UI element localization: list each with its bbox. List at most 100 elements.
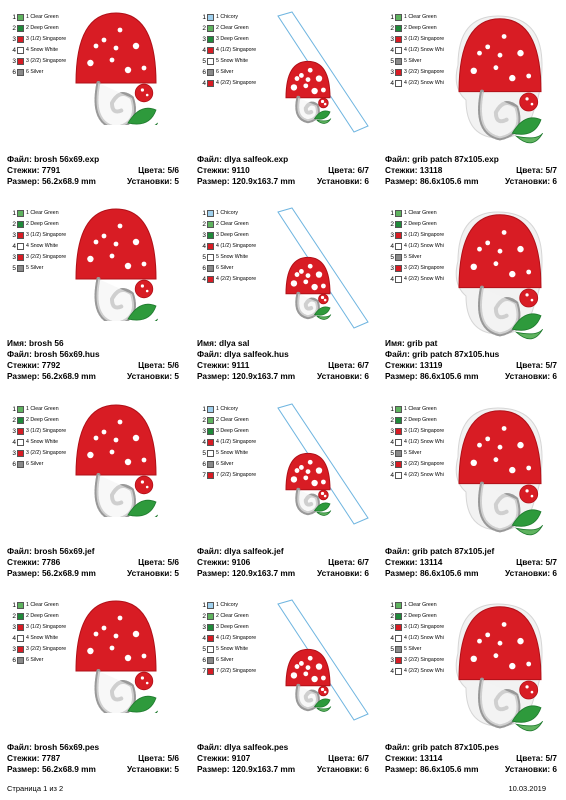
- file-name-label: Файл: grib patch 87x105.pes: [385, 742, 499, 752]
- design-size-label: Размер: 86.6x105.6 mm: [385, 371, 479, 381]
- legend-number: 5: [390, 254, 394, 261]
- color-swatch: [395, 69, 402, 76]
- legend-item: 2 2 Deep Green: [388, 23, 478, 34]
- legend-item: 2 2 Deep Green: [10, 611, 100, 622]
- stitch-count-label: Стежки: 13118: [385, 165, 443, 175]
- legend-label: 2 Deep Green: [26, 221, 59, 227]
- embroidery-design-preview: [455, 407, 543, 536]
- color-swatch: [207, 232, 214, 239]
- color-swatch: [17, 221, 24, 228]
- legend-number: 1: [390, 210, 394, 217]
- stitch-count-label: Стежки: 7786: [7, 557, 61, 567]
- stitch-count-right: Цвета: 6/7: [328, 753, 369, 763]
- legend-number: 5: [202, 450, 206, 457]
- color-swatch: [207, 613, 214, 620]
- design-size-right: Установки: 6: [504, 176, 557, 186]
- legend-number: 3: [390, 428, 394, 435]
- color-swatch: [17, 461, 24, 468]
- legend-label: 2 Deep Green: [26, 25, 59, 31]
- stitch-count-right: Цвета: 5/6: [138, 557, 179, 567]
- file-name: Файл: grib patch 87x105.hus: [385, 349, 557, 360]
- color-swatch: [17, 47, 24, 54]
- legend-item: 5 5 Silver: [388, 56, 478, 67]
- design-info: Файл: brosh 56x69.pes Стежки: 7787 Цвета: …: [7, 742, 179, 775]
- design-size: Размер: 86.6x105.6 mm Установки: 6: [385, 764, 557, 775]
- legend-item: 4 4 (1/2) Singapore: [200, 437, 290, 448]
- legend-label: 1 Clear Green: [26, 210, 59, 216]
- legend-label: 2 Deep Green: [404, 417, 437, 423]
- legend-number: 2: [202, 25, 206, 32]
- legend-label: 6 Silver: [26, 657, 44, 663]
- file-name: Файл: brosh 56x69.pes: [7, 742, 179, 753]
- legend-item: 5 5 Snow White: [200, 448, 290, 459]
- embroidery-design-preview: [75, 208, 158, 321]
- color-swatch: [395, 417, 402, 424]
- legend-number: 4: [390, 47, 394, 54]
- legend-number: 3: [390, 461, 394, 468]
- legend-label: 4 (1/2) Snow Whi: [404, 47, 444, 53]
- legend-number: 1: [202, 406, 206, 413]
- legend-label: 5 Snow White: [216, 646, 249, 652]
- design-card: 1 1 Clear Green 2 2 Deep Green 3 3 (1/2) Sing…: [0, 588, 186, 784]
- legend-number: 5: [202, 58, 206, 65]
- legend-label: 4 Snow White: [26, 47, 59, 53]
- legend-number: 1: [202, 14, 206, 21]
- color-swatch: [207, 276, 214, 283]
- color-swatch: [395, 439, 402, 446]
- legend-item: 6 6 Silver: [10, 655, 100, 666]
- design-card: 1 1 Clear Green 2 2 Deep Green 3 3 (1/2) Sing…: [0, 392, 186, 588]
- legend-number: 3: [12, 254, 16, 261]
- legend-label: 2 Deep Green: [26, 417, 59, 423]
- embroidery-design-preview: [277, 403, 369, 525]
- legend-label: 3 (2/2) Singapore: [404, 461, 445, 467]
- design-size-label: Размер: 86.6x105.6 mm: [385, 176, 479, 186]
- color-swatch: [207, 80, 214, 87]
- legend-item: 5 5 Snow White: [200, 252, 290, 263]
- legend-label: 3 (1/2) Singapore: [26, 36, 67, 42]
- color-swatch: [395, 221, 402, 228]
- legend-number: 4: [12, 243, 16, 250]
- legend-number: 6: [202, 657, 206, 664]
- stitch-count-label: Стежки: 9107: [197, 753, 251, 763]
- legend-label: 1 Chicory: [216, 14, 238, 20]
- color-swatch: [395, 635, 402, 642]
- legend-number: 4: [202, 243, 206, 250]
- legend-number: 7: [202, 668, 206, 675]
- embroidery-design-preview: [277, 599, 369, 721]
- design-card: 1 1 Clear Green 2 2 Deep Green 3 3 (1/2) Sing…: [378, 196, 564, 392]
- embroidery-design-preview: [277, 207, 369, 329]
- legend-number: 2: [390, 25, 394, 32]
- stitch-count: Стежки: 13114 Цвета: 5/7: [385, 557, 557, 568]
- legend-label: 1 Clear Green: [26, 602, 59, 608]
- legend-label: 5 Silver: [404, 646, 422, 652]
- legend-item: 4 4 Snow White: [10, 241, 100, 252]
- legend-item: 2 2 Clear Green: [200, 415, 290, 426]
- legend-label: 2 Deep Green: [404, 25, 437, 31]
- legend-number: 4: [390, 276, 394, 283]
- legend-label: 4 (1/2) Snow Whi: [404, 439, 444, 445]
- legend-item: 1 1 Chicory: [200, 12, 290, 23]
- design-size: Размер: 56.2x68.9 mm Установки: 5: [7, 568, 179, 579]
- legend-item: 3 3 (1/2) Singapore: [10, 34, 100, 45]
- color-swatch: [395, 657, 402, 664]
- color-swatch: [17, 14, 24, 21]
- legend-item: 4 4 (1/2) Snow Whi: [388, 241, 478, 252]
- design-size-right: Установки: 6: [504, 764, 557, 774]
- design-size-label: Размер: 56.2x68.9 mm: [7, 764, 96, 774]
- file-name-label: Файл: brosh 56x69.pes: [7, 742, 100, 752]
- color-swatch: [207, 624, 214, 631]
- design-size-right: Установки: 6: [316, 568, 369, 578]
- design-name: Имя: grib pat: [385, 338, 557, 349]
- color-swatch: [17, 254, 24, 261]
- color-swatch: [207, 646, 214, 653]
- legend-item: 4 4 (2/2) Singapore: [200, 78, 290, 89]
- design-name-label: Имя: grib pat: [385, 338, 438, 348]
- color-swatch: [17, 406, 24, 413]
- design-info: Файл: brosh 56x69.exp Стежки: 7791 Цвета: …: [7, 154, 179, 187]
- color-swatch: [395, 36, 402, 43]
- legend-label: 2 Deep Green: [26, 613, 59, 619]
- color-swatch: [17, 243, 24, 250]
- color-swatch: [207, 69, 214, 76]
- color-swatch: [207, 635, 214, 642]
- legend-number: 1: [390, 406, 394, 413]
